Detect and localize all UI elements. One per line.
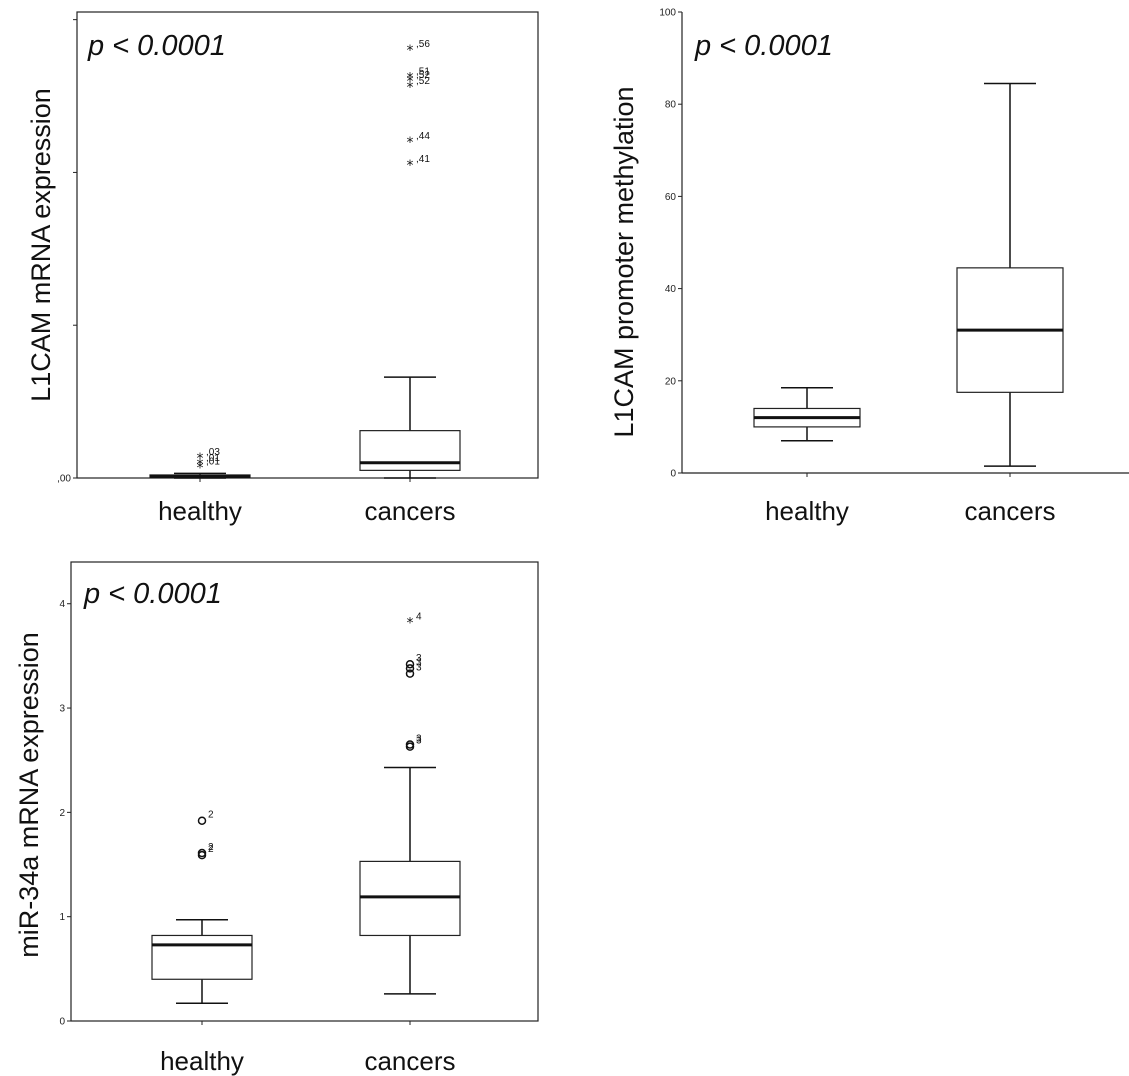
outlier-label: 2 xyxy=(208,810,214,821)
p-value-label: p < 0.0001 xyxy=(83,578,222,610)
outlier-point xyxy=(405,742,415,751)
outlier-label: 3 xyxy=(416,653,422,664)
y-tick-label: 20 xyxy=(665,376,677,387)
outlier-label: 3 xyxy=(416,657,422,668)
category-label-healthy: healthy xyxy=(160,1046,244,1076)
outlier-point xyxy=(197,850,207,860)
outlier-star: * xyxy=(407,135,414,151)
category-label-cancers: cancers xyxy=(364,1046,455,1076)
category-label-healthy: healthy xyxy=(158,496,242,526)
outlier-point xyxy=(197,816,207,825)
plot-frame xyxy=(70,561,539,1022)
y-tick-label: 40 xyxy=(665,284,677,295)
outlier-label: ,52 xyxy=(416,70,430,81)
outlier-star: * xyxy=(197,457,204,473)
y-tick-label: 60 xyxy=(665,192,677,203)
plot-frame xyxy=(76,11,539,479)
y-tick-label: 0 xyxy=(59,1017,65,1028)
category-label-healthy: healthy xyxy=(765,496,849,526)
y-tick-label: 1 xyxy=(59,912,65,923)
outlier-point xyxy=(405,669,415,678)
outlier-label: 3 xyxy=(416,734,422,745)
outlier-label: 2 xyxy=(208,842,214,853)
outlier-label: ,01 xyxy=(206,453,220,464)
outlier-label: 3 xyxy=(416,736,422,747)
l1cam-methylation-boxplot: 0 20 40 60 80 100 healthy cancers L1CAM promoter… xyxy=(609,8,1129,526)
category-label-cancers: cancers xyxy=(964,496,1055,526)
y-tick-label: 80 xyxy=(665,100,677,111)
outlier-label: ,56 xyxy=(416,39,430,50)
outlier-star: * xyxy=(197,460,204,476)
outlier-star: * xyxy=(407,80,414,96)
outlier-label: 3 xyxy=(416,663,422,674)
y-axis-title: miR-34a mRNA expression xyxy=(14,632,44,958)
outlier-point xyxy=(405,659,415,669)
outlier-star: * xyxy=(407,158,414,174)
box-healthy xyxy=(151,934,253,980)
y-tick-label: 3 xyxy=(59,704,65,715)
outlier-label: ,44 xyxy=(416,131,430,142)
outlier-label: ,52 xyxy=(416,76,430,87)
outlier-label: ,41 xyxy=(416,154,430,165)
outlier-label: 2 xyxy=(208,844,214,855)
category-label-cancers: cancers xyxy=(364,496,455,526)
outlier-star: * xyxy=(407,74,414,90)
p-value-label: p < 0.0001 xyxy=(694,30,833,62)
outlier-point xyxy=(405,664,415,673)
outlier-label: ,01 xyxy=(206,456,220,467)
mir34a-boxplot: 0 1 2 3 4 healthy cancers miR-34a mRNA expressi… xyxy=(14,561,539,1076)
box-cancers xyxy=(359,860,461,937)
y-tick-label: ,00 xyxy=(57,474,71,485)
box-cancers xyxy=(359,430,461,471)
outlier-star: * xyxy=(407,616,414,632)
l1cam-mrna-boxplot: ,00 healthy cancers L1CAM mRNA expression p … xyxy=(26,11,539,526)
outlier-star: * xyxy=(197,451,204,467)
outlier-star: * xyxy=(407,43,414,59)
outlier-label: ,51 xyxy=(416,67,430,78)
outlier-label: ,03 xyxy=(206,447,220,458)
outlier-star: * xyxy=(407,71,414,87)
y-axis-title: L1CAM mRNA expression xyxy=(26,88,56,402)
y-tick-label: 2 xyxy=(59,808,65,819)
y-tick-label: 100 xyxy=(659,8,676,19)
outlier-label: 4 xyxy=(416,612,422,623)
y-tick-label: 4 xyxy=(59,599,65,610)
y-tick-label: 0 xyxy=(670,469,676,480)
p-value-label: p < 0.0001 xyxy=(87,30,226,62)
y-axis-title: L1CAM promoter methylation xyxy=(609,86,639,437)
